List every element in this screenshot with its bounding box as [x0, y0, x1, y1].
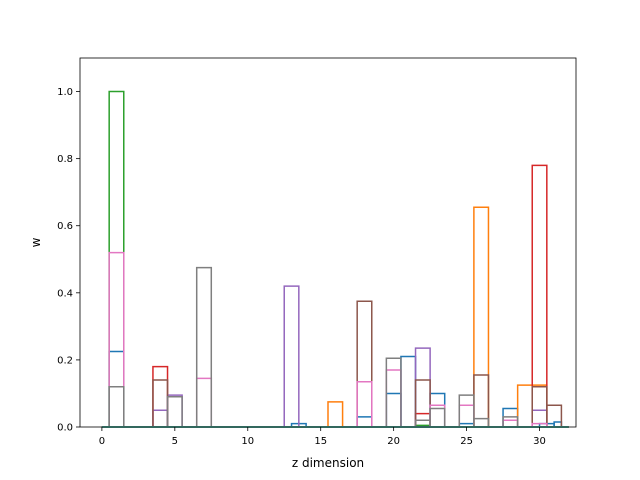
series-8-bar-2	[166, 396, 183, 427]
x-tick-label: 20	[387, 436, 400, 447]
x-tick-label: 0	[99, 436, 105, 447]
y-tick-label: 0.0	[57, 423, 73, 434]
series-8-bar-6	[429, 407, 446, 427]
x-tick-label: 5	[172, 436, 178, 447]
series-8-bar-3	[195, 266, 213, 427]
x-tick-label: 10	[241, 436, 254, 447]
y-tick-label: 0.6	[57, 221, 73, 232]
series-7-bar-8	[531, 422, 548, 427]
y-axis-ticks: 0.0 0.2 0.4 0.6 0.8 1.0	[57, 87, 80, 434]
axes-frame	[79, 57, 577, 428]
series-7-bar-1	[108, 251, 125, 427]
series-5-bar-3	[283, 285, 300, 427]
series-8-bar-1	[108, 385, 125, 427]
y-tick-label: 1.0	[57, 87, 73, 98]
series-7-bar-3	[356, 380, 373, 427]
series-8-bar-4	[385, 357, 402, 427]
y-tick-label: 0.4	[57, 288, 73, 299]
y-tick-label: 0.2	[57, 355, 73, 366]
series-8-bar-9	[502, 416, 519, 427]
series-4-bar-3	[531, 164, 548, 427]
series-8-bar-8	[473, 417, 490, 427]
series-6-bar-3	[414, 379, 431, 427]
x-axis-label: z dimension	[292, 456, 364, 470]
y-axis-label: w	[29, 237, 43, 247]
x-axis-ticks: 0 5 10 15 20 25 30	[99, 427, 546, 447]
series-6-bar-2	[356, 300, 373, 427]
series-2-bar-1	[327, 401, 344, 427]
y-tick-label: 0.8	[57, 154, 73, 165]
series-8-bar-7	[458, 394, 475, 427]
x-tick-label: 30	[533, 436, 546, 447]
x-tick-label: 15	[314, 436, 327, 447]
series-2-bar-2	[473, 206, 490, 427]
x-tick-label: 25	[460, 436, 473, 447]
series-6-bar-6	[546, 404, 563, 427]
